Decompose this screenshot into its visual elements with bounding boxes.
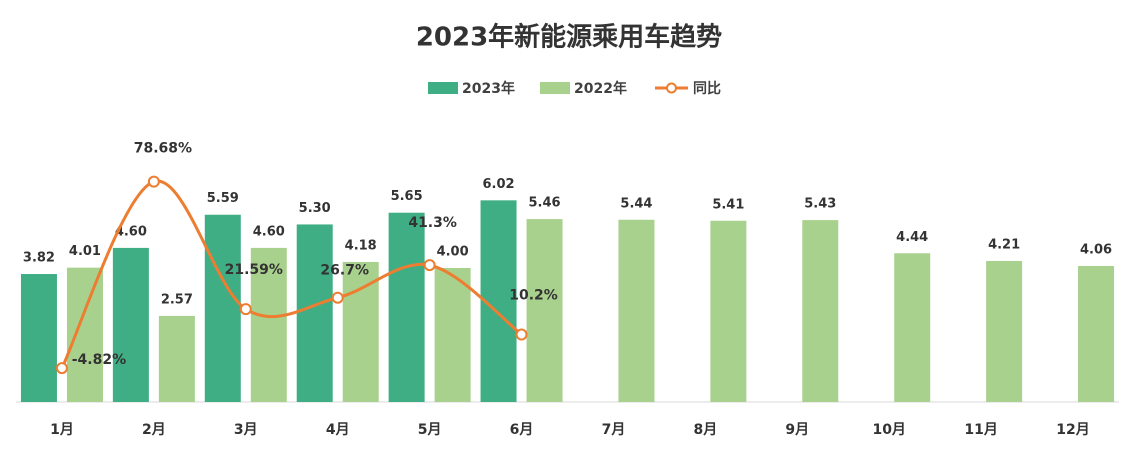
line-value-label: 78.68% [134, 141, 192, 157]
bar-value-label: 4.06 [1080, 242, 1112, 257]
bar [388, 212, 425, 402]
x-tick-label: 6月 [510, 422, 534, 438]
x-tick-label: 4月 [326, 422, 350, 438]
legend-label: 2023年 [462, 80, 515, 97]
bar [894, 253, 931, 402]
bar [618, 219, 655, 402]
bar [986, 260, 1023, 402]
bar-value-label: 4.60 [253, 224, 285, 239]
line-marker [423, 259, 436, 272]
bar [434, 268, 471, 402]
bar [802, 220, 839, 402]
bar [710, 220, 747, 402]
bar-value-label: 4.18 [345, 238, 377, 253]
line-value-label: -4.82% [72, 352, 126, 368]
x-tick-label: 9月 [785, 422, 809, 438]
bar-value-label: 5.59 [207, 191, 239, 206]
bar [66, 267, 103, 402]
bar [1078, 265, 1115, 402]
bar-value-label: 4.00 [437, 245, 469, 260]
bar [342, 261, 379, 402]
line-value-label: 41.3% [408, 215, 457, 231]
bar-value-label: 4.60 [115, 224, 147, 239]
x-tick-label: 1月 [50, 422, 74, 438]
x-tick-label: 11月 [964, 422, 997, 438]
line-marker [55, 362, 68, 375]
bar [112, 247, 149, 402]
x-tick-label: 7月 [602, 422, 626, 438]
bar [250, 247, 287, 402]
bar [20, 274, 57, 402]
bar-value-label: 3.82 [23, 251, 55, 266]
bar-value-label: 4.01 [69, 244, 101, 259]
bar [296, 224, 333, 402]
bar-value-label: 4.44 [896, 230, 928, 245]
x-tick-label: 10月 [872, 422, 905, 438]
bar [526, 219, 563, 402]
legend-marker [666, 82, 677, 94]
bar-value-label: 5.46 [529, 196, 561, 211]
x-tick-label: 3月 [234, 422, 258, 438]
legend-swatch [540, 82, 570, 94]
line-value-label: 26.7% [320, 263, 369, 279]
bar-value-label: 2.57 [161, 292, 193, 307]
x-tick-label: 8月 [694, 422, 718, 438]
bar-value-label: 5.65 [391, 189, 423, 204]
line-value-label: 21.59% [225, 262, 283, 278]
line-value-label: 10.2% [509, 288, 558, 304]
bar-value-label: 5.30 [299, 201, 331, 216]
bar-value-label: 5.41 [712, 197, 744, 212]
legend-label: 2022年 [574, 80, 627, 97]
x-tick-label: 12月 [1056, 422, 1089, 438]
x-tick-label: 5月 [418, 422, 442, 438]
bar-value-label: 4.21 [988, 237, 1020, 252]
line-marker [239, 303, 252, 316]
bar [204, 214, 241, 402]
bar-value-label: 5.44 [620, 196, 652, 211]
bar-value-label: 6.02 [483, 177, 515, 192]
bar-value-label: 5.43 [804, 197, 836, 212]
line-marker [515, 328, 528, 341]
line-marker [331, 291, 344, 304]
x-tick-label: 2月 [142, 422, 166, 438]
legend-label: 同比 [693, 80, 721, 97]
chart-title: 2023年新能源乘用车趋势 [416, 22, 722, 53]
legend-swatch [428, 82, 458, 94]
line-marker [147, 175, 160, 188]
bar [158, 315, 195, 402]
